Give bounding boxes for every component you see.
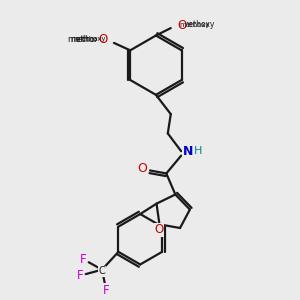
Text: methoxy: methoxy [67, 35, 104, 44]
Text: F: F [103, 284, 110, 297]
Text: F: F [76, 269, 83, 282]
Text: O: O [98, 35, 107, 46]
Text: methoxy: methoxy [179, 22, 210, 28]
Text: methoxy: methoxy [181, 20, 214, 29]
Text: O: O [98, 34, 107, 46]
Text: O: O [177, 19, 187, 32]
Text: N: N [183, 145, 193, 158]
Text: O: O [154, 223, 164, 236]
Text: F: F [80, 254, 87, 266]
Text: O: O [98, 34, 107, 46]
Text: methoxy: methoxy [70, 35, 104, 44]
Text: H: H [194, 146, 202, 156]
Text: C: C [99, 266, 105, 276]
Text: O: O [177, 19, 187, 32]
Text: O: O [138, 163, 148, 176]
Text: methoxy: methoxy [75, 36, 105, 42]
